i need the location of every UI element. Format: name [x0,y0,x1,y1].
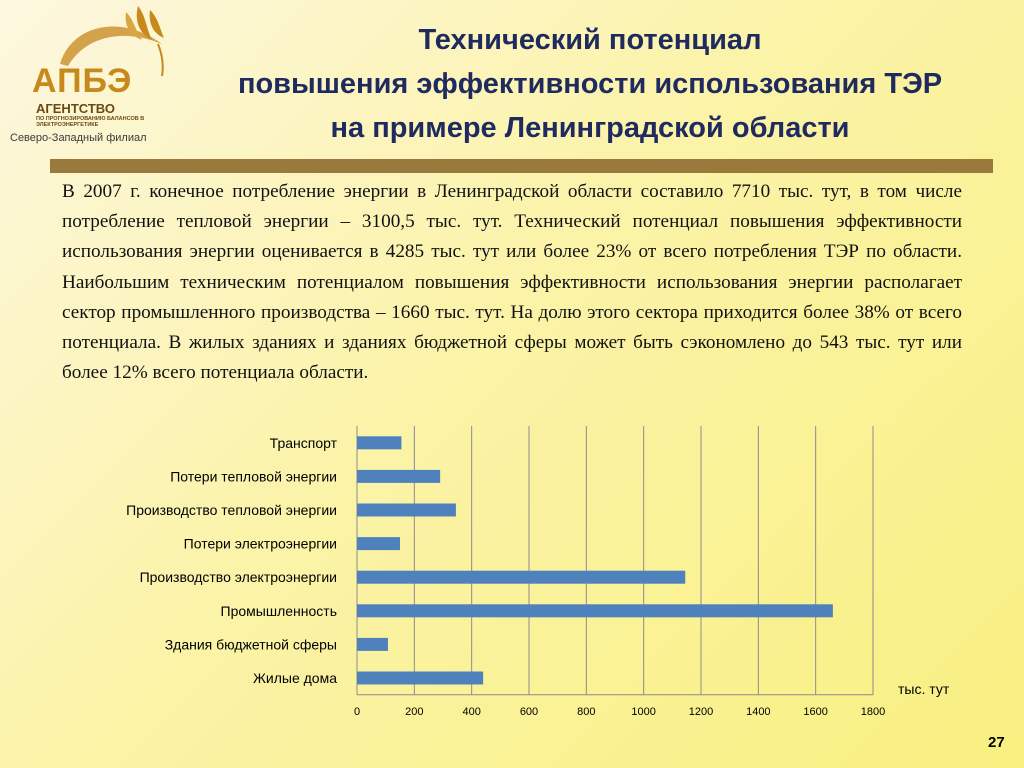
x-tick-label: 1600 [803,706,827,718]
category-label: Потери электроэнергии [184,536,337,552]
x-tick-label: 1400 [746,706,770,718]
bar [357,469,441,483]
category-label: Жилые дома [253,670,337,686]
logo-abbreviation: АПБЭ [32,62,133,100]
x-tick-label: 600 [520,706,538,718]
branch-label: Северо-Западный филиал [10,132,147,144]
x-axis-unit-label: тыс. тут [898,681,950,697]
category-label: Производство тепловой энергии [126,502,337,518]
x-tick-label: 200 [405,706,423,718]
page-number: 27 [988,734,1005,751]
slide-title: Технический потенциал повышения эффектив… [170,18,1010,150]
x-tick-label: 400 [462,706,480,718]
x-tick-label: 800 [577,706,595,718]
bar [357,537,400,551]
bar [357,637,388,651]
bar [357,604,833,618]
bar [357,503,456,517]
x-tick-label: 0 [354,706,360,718]
logo: АПБЭ АГЕНТСТВО ПО ПРОГНОЗИРОВАНИЮ БАЛАНС… [12,4,172,154]
category-label: Производство электроэнергии [140,569,337,585]
wheat-emblem-icon [60,6,164,77]
title-line: повышения эффективности использования ТЭ… [237,68,943,100]
category-label: Промышленность [221,603,337,619]
logo-subtitle: ПО ПРОГНОЗИРОВАНИЮ БАЛАНСОВ В ЭЛЕКТРОЭНЕ… [36,116,145,128]
x-tick-label: 1200 [689,706,713,718]
category-label: Потери тепловой энергии [170,468,337,484]
title-line: Технический потенциал [418,24,762,56]
bar [357,570,686,584]
body-paragraph: В 2007 г. конечное потребление энергии в… [62,181,962,384]
bar-chart: 0 200 400 600 800 1000 1200 1400 1600 1800 Транспо… [126,426,885,718]
logo-agency: АГЕНТСТВО [36,101,115,116]
x-tick-label: 1800 [861,706,885,718]
category-label: Транспорт [270,435,338,451]
x-tick-label: 1000 [631,706,655,718]
bar [357,436,402,450]
title-line: на примере Ленинградской области [330,112,850,144]
title-divider [50,159,993,173]
category-label: Здания бюджетной сферы [165,636,337,652]
bar [357,671,484,685]
